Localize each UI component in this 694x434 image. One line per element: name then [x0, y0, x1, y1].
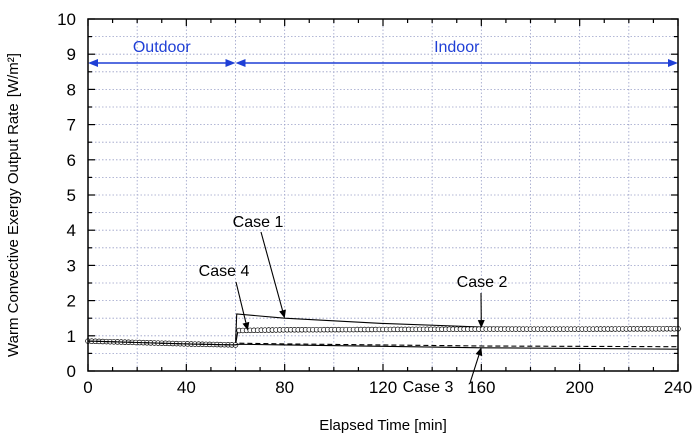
- x-tick-label: 200: [565, 378, 593, 397]
- x-tick-label: 240: [664, 378, 692, 397]
- y-tick-label: 7: [67, 116, 76, 135]
- annotation-case-2-label: Case 2: [457, 274, 508, 291]
- y-tick-label: 0: [67, 362, 76, 381]
- y-tick-label: 2: [67, 292, 76, 311]
- region-indoor-arrow-head-left: [235, 59, 246, 67]
- y-axis-label: Warm Convective Exergy Output Rate [W/m²]: [5, 53, 22, 357]
- annotation-case-2-arrow-head: [477, 320, 485, 329]
- y-tick-label: 6: [67, 151, 76, 170]
- annotation-case-4-label: Case 4: [199, 263, 250, 280]
- region-indoor-label: Indoor: [434, 39, 480, 56]
- annotation-case-1-arrow-line: [260, 231, 284, 311]
- series-case-2: [85, 326, 681, 348]
- y-tick-label: 1: [67, 327, 76, 346]
- x-tick-label: 80: [275, 378, 294, 397]
- annotation-case-4-arrow-head: [242, 321, 250, 331]
- series-layer: [85, 313, 681, 350]
- tick-layer: 0 40 80 120 160 200 240 0 1 2 3 4 5 6 7 8 9 10: [57, 10, 692, 397]
- x-tick-label: 160: [467, 378, 495, 397]
- annotation-case-1-arrow-head: [279, 309, 286, 319]
- annotation-case-3-label: Case 3: [403, 379, 454, 396]
- x-axis-label: Elapsed Time [min]: [319, 417, 447, 434]
- y-tick-label: 10: [57, 10, 76, 29]
- x-tick-label: 40: [177, 378, 196, 397]
- y-axis-unit: [W/m²]: [5, 53, 22, 97]
- y-tick-label: 5: [67, 186, 76, 205]
- y-tick-label: 8: [67, 80, 76, 99]
- region-outdoor-arrow-head-right: [225, 59, 236, 67]
- y-tick-label: 4: [67, 221, 76, 240]
- y-tick-label: 3: [67, 256, 76, 275]
- series-case-4-line: [87, 340, 679, 348]
- region-outdoor-arrow-head-left: [88, 59, 98, 67]
- x-tick-label: 120: [369, 378, 397, 397]
- region-layer: Outdoor Indoor: [88, 39, 678, 67]
- annotation-case-3-arrow-line: [469, 354, 480, 384]
- x-tick-label: 0: [83, 378, 92, 397]
- annotation-layer: Case 1 Case 2 Case 3 Case 4: [199, 214, 508, 396]
- region-indoor-arrow-head-right: [668, 59, 678, 67]
- grid: [88, 19, 678, 371]
- y-tick-label: 9: [67, 45, 76, 64]
- y-axis-label-text: Warm Convective Exergy Output Rate: [5, 103, 22, 357]
- annotation-case-1-label: Case 1: [233, 214, 284, 231]
- series-case-4: [87, 340, 679, 348]
- region-outdoor-label: Outdoor: [133, 39, 191, 56]
- annotation-case-3-arrow-head: [475, 347, 483, 357]
- annotation-case-4-arrow-line: [235, 281, 247, 323]
